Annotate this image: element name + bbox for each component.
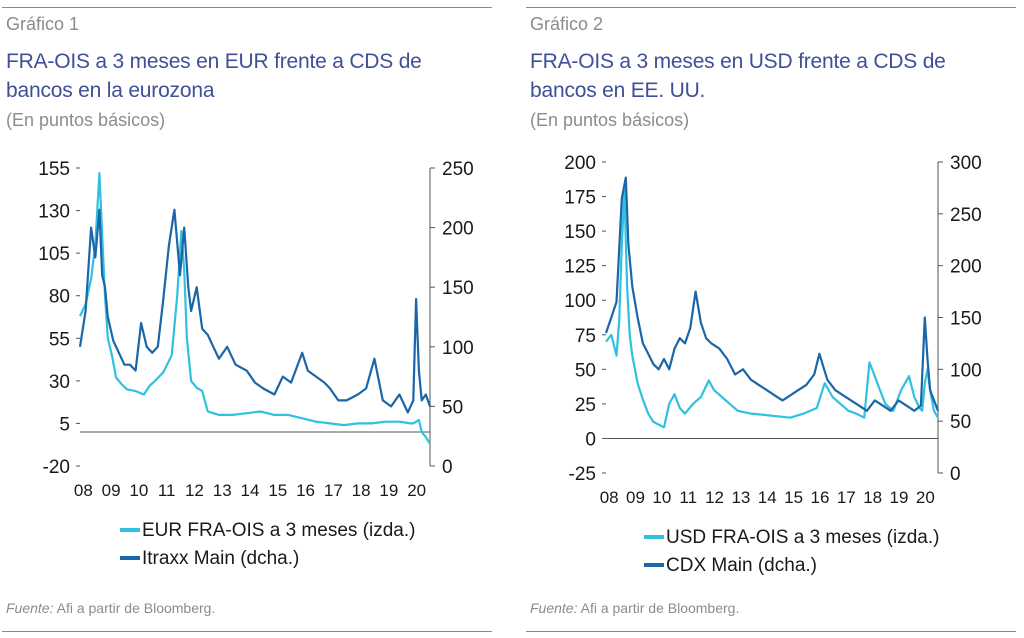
chart-label: Gráfico 2 xyxy=(530,14,604,34)
left-tick-label: -25 xyxy=(569,464,596,485)
x-tick-label: 09 xyxy=(626,488,645,507)
x-tick-label: 08 xyxy=(74,481,93,500)
source-prefix: Fuente: xyxy=(6,600,54,616)
x-tick-label: 13 xyxy=(731,488,750,507)
right-tick-label: 0 xyxy=(950,464,961,485)
legend-label: EUR FRA-OIS a 3 meses (izda.) xyxy=(142,520,415,541)
right-tick-label: 150 xyxy=(950,309,982,330)
right-tick-label: 250 xyxy=(950,205,982,226)
right-tick-label: 50 xyxy=(442,397,463,418)
x-tick-label: 15 xyxy=(268,481,287,500)
right-tick-label: 200 xyxy=(442,219,474,240)
x-tick-label: 14 xyxy=(758,488,777,507)
right-tick-label: 250 xyxy=(442,159,474,180)
left-tick-label: 125 xyxy=(564,257,596,278)
left-tick-label: 5 xyxy=(59,414,70,435)
left-tick-label: 105 xyxy=(38,244,70,265)
x-tick-label: 11 xyxy=(158,481,176,500)
right-tick-label: 100 xyxy=(950,360,982,381)
line-chart: -25 0 25 50 75 100 125 150 175 200 0 50 100 150 200 250… xyxy=(564,153,982,576)
chart-title: FRA-OIS a 3 meses en USD frente a CDS de… xyxy=(530,50,946,102)
top-rule xyxy=(2,7,492,8)
x-tick-label: 18 xyxy=(863,488,882,507)
x-tick-label: 20 xyxy=(916,488,935,507)
legend-label: USD FRA-OIS a 3 meses (izda.) xyxy=(666,527,939,548)
x-tick-label: 19 xyxy=(890,488,909,507)
left-tick-label: 155 xyxy=(38,159,70,180)
source-text: Afi a partir de Bloomberg. xyxy=(577,600,740,616)
line-chart: -20 5 30 55 80 105 130 155 0 50 100 150 200 250 08 09 10… xyxy=(38,159,474,569)
right-tick-label: 100 xyxy=(442,338,474,359)
chart-subtitle: (En puntos básicos) xyxy=(530,110,690,130)
x-tick-label: 10 xyxy=(652,488,671,507)
left-tick-label: 55 xyxy=(49,329,70,350)
legend-label: CDX Main (dcha.) xyxy=(666,555,817,576)
x-tick-label: 09 xyxy=(102,481,121,500)
left-tick-label: 25 xyxy=(575,395,596,416)
series-line-2 xyxy=(78,208,432,414)
left-tick-label: 75 xyxy=(575,326,596,347)
x-tick-label: 13 xyxy=(213,481,232,500)
left-tick-label: 200 xyxy=(564,153,596,174)
left-tick-label: 0 xyxy=(585,429,596,450)
legend-label: Itraxx Main (dcha.) xyxy=(142,548,299,569)
chart-label: Gráfico 1 xyxy=(6,14,80,34)
left-tick-label: 100 xyxy=(564,291,596,312)
bottom-rule xyxy=(526,631,1016,632)
x-tick-label: 17 xyxy=(324,481,343,500)
left-tick-label: 50 xyxy=(575,360,596,381)
bottom-rule xyxy=(2,631,492,632)
right-tick-label: 50 xyxy=(950,412,971,433)
right-tick-label: 150 xyxy=(442,278,474,299)
series-line-2 xyxy=(604,176,940,412)
x-tick-label: 08 xyxy=(600,488,619,507)
x-tick-label: 16 xyxy=(296,481,315,500)
series-line-1 xyxy=(79,172,431,445)
left-tick-label: 30 xyxy=(49,372,70,393)
right-tick-label: 200 xyxy=(950,257,982,278)
right-tick-label: 300 xyxy=(950,153,982,174)
x-tick-label: 12 xyxy=(185,481,204,500)
x-tick-label: 15 xyxy=(784,488,803,507)
left-tick-label: 175 xyxy=(564,188,596,209)
x-tick-label: 14 xyxy=(241,481,260,500)
x-tick-label: 20 xyxy=(407,481,426,500)
x-tick-label: 10 xyxy=(129,481,148,500)
left-tick-label: 150 xyxy=(564,222,596,243)
x-tick-label: 17 xyxy=(837,488,856,507)
chart-panel-1: Gráfico 1 FRA-OIS a 3 meses en EUR frent… xyxy=(2,0,492,638)
chart-title: FRA-OIS a 3 meses en EUR frente a CDS de… xyxy=(6,50,422,102)
top-rule xyxy=(526,7,1016,8)
source-text: Afi a partir de Bloomberg. xyxy=(53,600,216,616)
x-tick-label: 11 xyxy=(679,488,697,507)
x-tick-label: 12 xyxy=(705,488,724,507)
series-line-1 xyxy=(605,188,939,429)
chart-subtitle: (En puntos básicos) xyxy=(6,110,166,130)
x-tick-label: 18 xyxy=(352,481,371,500)
chart-source: Fuente: Afi a partir de Bloomberg. xyxy=(530,600,739,616)
chart-panel-2: Gráfico 2 FRA-OIS a 3 meses en USD frent… xyxy=(526,0,1016,638)
x-tick-label: 19 xyxy=(379,481,398,500)
chart-source: Fuente: Afi a partir de Bloomberg. xyxy=(6,600,215,616)
left-tick-label: 130 xyxy=(38,202,70,223)
left-tick-label: -20 xyxy=(43,457,70,478)
left-tick-label: 80 xyxy=(49,287,70,308)
right-tick-label: 0 xyxy=(442,457,453,478)
source-prefix: Fuente: xyxy=(530,600,578,616)
x-tick-label: 16 xyxy=(810,488,829,507)
